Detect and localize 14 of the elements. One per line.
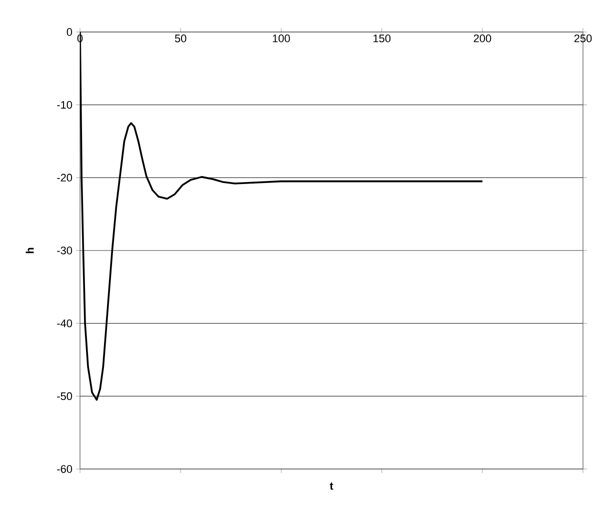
- x-tick-label: 200: [474, 34, 492, 42]
- x-tick-label: 50: [174, 34, 186, 42]
- x-tick-label: 150: [373, 34, 391, 42]
- y-tick-label: -30: [57, 246, 72, 254]
- y-axis-title: h: [26, 248, 34, 254]
- x-axis-title: t: [330, 482, 334, 490]
- y-tick-label: -50: [57, 392, 72, 400]
- y-tick-label: 0: [66, 28, 72, 36]
- x-tick-label: 250: [574, 34, 592, 42]
- y-tick-label: -10: [57, 100, 72, 109]
- x-tick-label: 100: [272, 34, 290, 42]
- y-tick-label: -60: [57, 465, 72, 473]
- y-tick-label: -40: [57, 319, 72, 328]
- y-tick-label: -20: [57, 174, 72, 182]
